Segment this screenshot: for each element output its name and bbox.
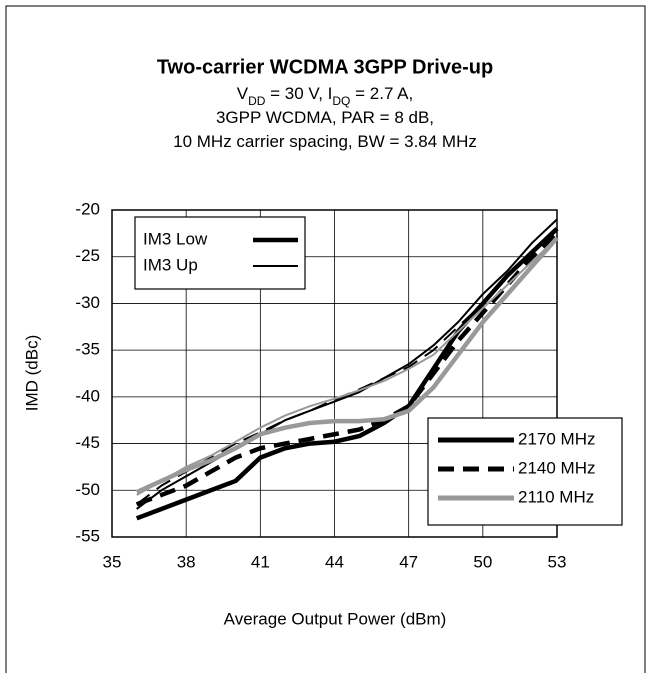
x-tick-label: 38 xyxy=(177,552,196,571)
x-tick-label: 41 xyxy=(251,552,270,571)
subtitle-part: 3GPP WCDMA, PAR = 8 dB, xyxy=(216,108,434,127)
legend-box xyxy=(134,216,306,290)
y-tick-label: -45 xyxy=(75,433,100,452)
y-tick-label: -25 xyxy=(75,246,100,265)
x-tick-label: 44 xyxy=(325,552,344,571)
x-tick-label: 53 xyxy=(548,552,567,571)
x-tick-label: 50 xyxy=(473,552,492,571)
chart-subtitle: 3GPP WCDMA, PAR = 8 dB, xyxy=(216,108,434,127)
y-tick-label: -35 xyxy=(75,340,100,359)
legend-label: IM3 Low xyxy=(143,229,208,248)
subtitle-part: DQ xyxy=(332,94,350,108)
legend-label: 2110 MHz xyxy=(518,487,594,506)
x-axis-label: Average Output Power (dBm) xyxy=(224,609,447,628)
plot-border xyxy=(111,209,558,538)
subtitle-part: DD xyxy=(248,94,266,108)
chart-title: Two-carrier WCDMA 3GPP Drive-up xyxy=(157,56,493,78)
chart-subtitle: VDD = 30 V, IDQ = 2.7 A, xyxy=(237,84,414,108)
series-line xyxy=(136,218,558,510)
y-tick-label: -40 xyxy=(75,386,100,405)
subtitle-part: 10 MHz carrier spacing, BW = 3.84 MHz xyxy=(173,132,477,151)
subtitle-part: V xyxy=(237,84,249,103)
y-tick-label: -20 xyxy=(75,199,100,218)
subtitle-part: = 30 V, I xyxy=(265,84,332,103)
x-tick-label: 35 xyxy=(103,552,122,571)
legend-label: 2140 MHz xyxy=(518,458,595,477)
legend-box xyxy=(427,417,623,526)
y-tick-label: -55 xyxy=(75,526,100,545)
legend-label: IM3 Up xyxy=(143,255,198,274)
legend-label: 2170 MHz xyxy=(518,429,595,448)
subtitle-part: = 2.7 A, xyxy=(350,84,413,103)
series-line xyxy=(135,236,559,495)
y-tick-label: -50 xyxy=(75,480,100,499)
chart-subtitle: 10 MHz carrier spacing, BW = 3.84 MHz xyxy=(173,132,477,151)
series-line xyxy=(135,231,559,507)
x-tick-label: 47 xyxy=(399,552,418,571)
frame xyxy=(5,5,646,673)
series-line xyxy=(136,237,558,496)
y-axis-label: IMD (dBc) xyxy=(22,335,41,412)
y-tick-label: -30 xyxy=(75,293,100,312)
